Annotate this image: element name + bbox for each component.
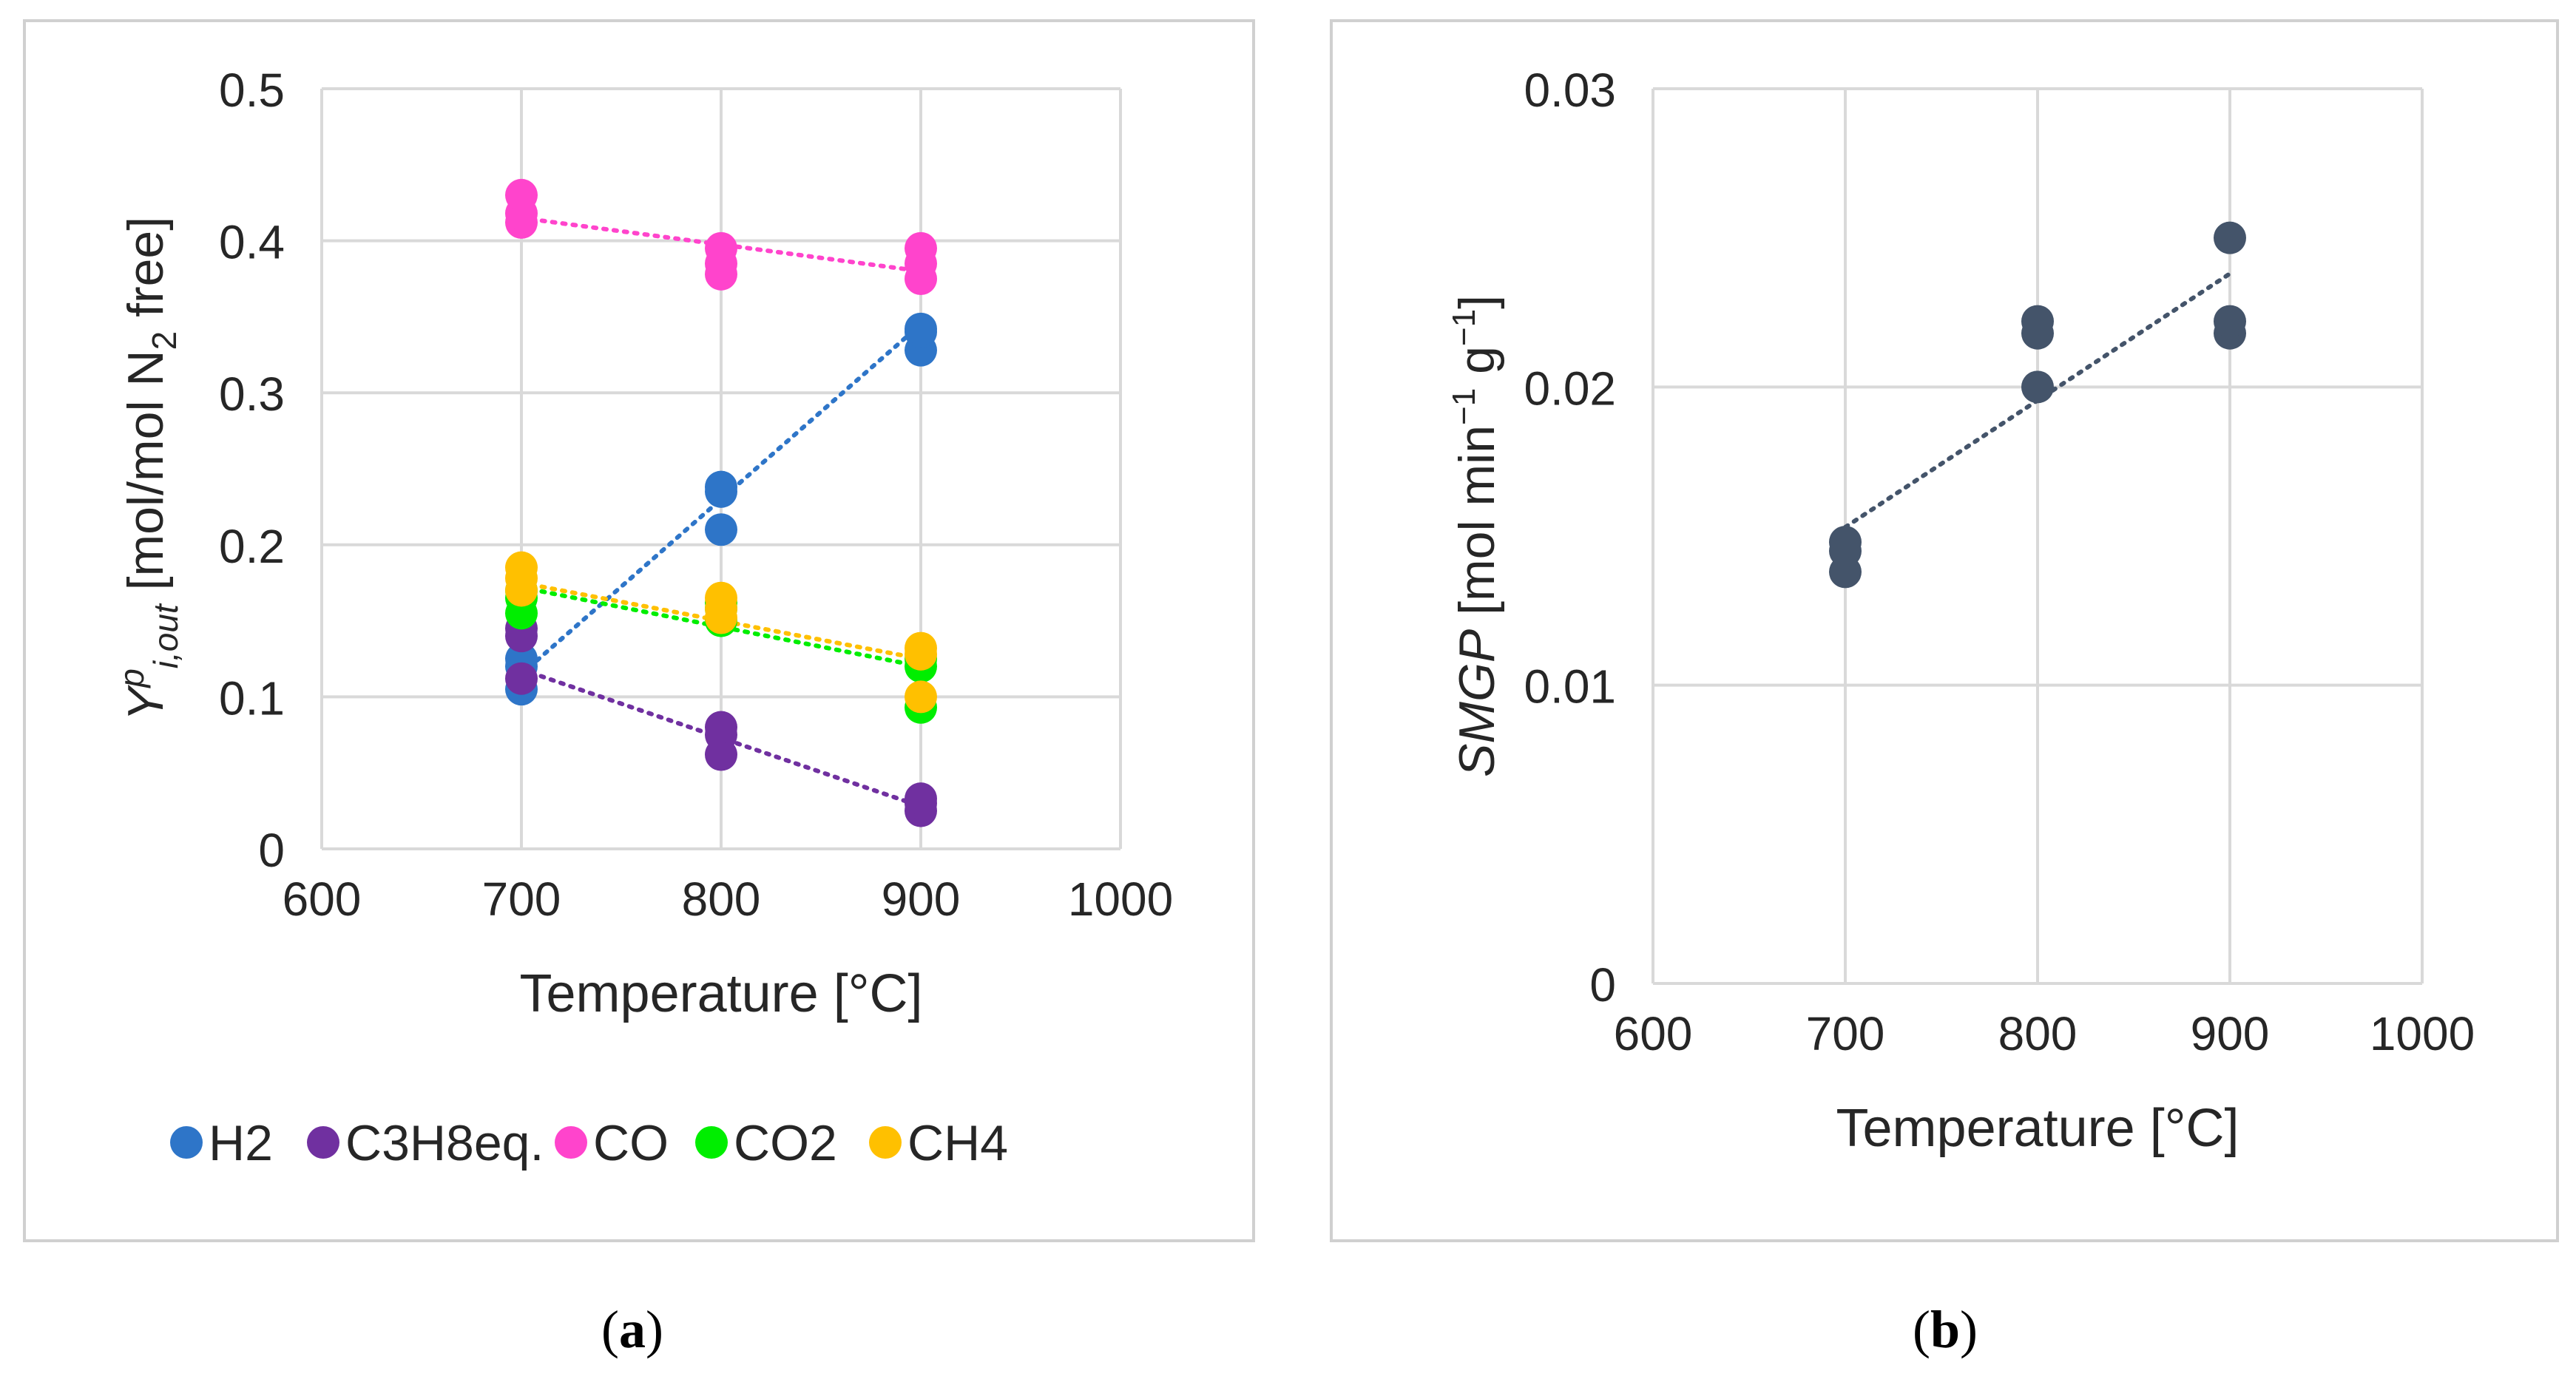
- y-title-rest2: free]: [118, 217, 174, 331]
- panel-label-close: ): [1960, 1300, 1978, 1359]
- legend-label: CO: [593, 1115, 669, 1171]
- x-tick-label: 800: [682, 873, 761, 926]
- panel-label-letter: b: [1930, 1300, 1960, 1359]
- panel-a-frame: [23, 19, 1255, 1242]
- y-tick-label: 0.4: [219, 216, 285, 269]
- x-tick-label: 600: [283, 873, 362, 926]
- data-point-CH4: [905, 680, 937, 714]
- y-axis-title: SMGP [mol min−1 g−1]: [1446, 295, 1505, 777]
- y-tick-label: 0.3: [219, 367, 285, 421]
- legend: H2 C3H8eq. CO CO2 CH4: [170, 1115, 1008, 1171]
- y-tick-label: 0: [258, 824, 285, 877]
- data-point-SMGP: [2214, 221, 2246, 254]
- legend-marker: [869, 1126, 902, 1159]
- data-point-SMGP: [2021, 305, 2054, 338]
- x-axis-title: Temperature [°C]: [1836, 1099, 2239, 1158]
- y-tick-label: 0.03: [1524, 64, 1616, 117]
- data-point-CH4: [705, 581, 737, 614]
- x-tick-label: 600: [1614, 1007, 1693, 1060]
- panel-label: (a): [601, 1300, 663, 1359]
- panel-label: (b): [1913, 1300, 1978, 1359]
- panel-label-open: (: [601, 1300, 619, 1359]
- panel-b-frame: [1330, 19, 2559, 1242]
- data-point-CO: [505, 178, 538, 211]
- x-tick-label: 1000: [1068, 873, 1173, 926]
- legend-item: CO: [555, 1115, 669, 1171]
- y-title-sup: −1: [1446, 388, 1482, 425]
- data-point-SMGP: [2214, 305, 2246, 338]
- y-tick-label: 0.02: [1524, 362, 1616, 415]
- data-point-C3H8eq.: [505, 662, 538, 695]
- y-title-sub: i,out: [146, 603, 185, 668]
- data-point-CO: [705, 231, 737, 265]
- x-tick-label: 900: [882, 873, 961, 926]
- x-tick-label: 700: [1806, 1007, 1885, 1060]
- y-title-main: SMGP: [1449, 629, 1505, 777]
- y-title-part: ]: [1449, 295, 1505, 309]
- y-tick-label: 0.5: [219, 64, 285, 117]
- x-tick-label: 700: [482, 873, 561, 926]
- legend-label: CO2: [734, 1115, 837, 1171]
- data-point-H2: [905, 312, 937, 345]
- y-title-main: Y: [118, 684, 174, 721]
- chart-a: 0 0.1 0.2 0.3 0.4 0.5 600 700 800 900 1000 Temperat…: [112, 64, 1173, 1171]
- legend-marker: [307, 1126, 339, 1159]
- data-point-CH4: [905, 631, 937, 665]
- panel-label-close: ): [646, 1300, 663, 1359]
- x-tick-label: 1000: [2370, 1007, 2475, 1060]
- y-title-sup: −1: [1446, 309, 1482, 346]
- data-point-C3H8eq.: [705, 711, 737, 744]
- data-point-H2: [705, 513, 737, 546]
- y-tick-label: 0.2: [219, 520, 285, 573]
- panel-label-open: (: [1913, 1300, 1930, 1359]
- y-title-rest: [mol/mol N: [118, 350, 174, 604]
- data-point-CH4: [505, 551, 538, 584]
- legend-item: CO2: [695, 1115, 837, 1171]
- y-title-sup: p: [112, 668, 151, 689]
- legend-item: H2: [170, 1115, 273, 1171]
- chart-b: 0 0.01 0.02 0.03 600 700 800 900 1000 Temperature…: [1446, 64, 2475, 1158]
- legend-item: C3H8eq.: [307, 1115, 544, 1171]
- panel-label-letter: a: [619, 1300, 646, 1359]
- y-tick-label: 0.01: [1524, 660, 1616, 714]
- legend-label: CH4: [907, 1115, 1008, 1171]
- y-title-part: g: [1449, 346, 1505, 388]
- data-point-C3H8eq.: [905, 782, 937, 816]
- data-point-SMGP: [2021, 370, 2054, 404]
- legend-marker: [695, 1126, 728, 1159]
- y-tick-label: 0.1: [219, 671, 285, 725]
- y-axis-title: Ypi,out [mol/mol N2 free]: [112, 217, 185, 721]
- legend-marker: [555, 1126, 587, 1159]
- legend-label: H2: [209, 1115, 273, 1171]
- legend-item: CH4: [869, 1115, 1008, 1171]
- x-tick-label: 900: [2191, 1007, 2270, 1060]
- y-title-sub2: 2: [145, 331, 183, 350]
- legend-label: C3H8eq.: [345, 1115, 544, 1171]
- panel-labels: (a) (b): [601, 1300, 1978, 1359]
- data-point-CO: [905, 231, 937, 265]
- data-point-H2: [705, 470, 737, 504]
- data-point-SMGP: [1829, 526, 1862, 559]
- x-tick-label: 800: [1998, 1007, 2078, 1060]
- y-tick-label: 0: [1589, 958, 1616, 1012]
- y-title-part: [mol min: [1449, 425, 1505, 629]
- x-axis-title: Temperature [°C]: [520, 964, 923, 1023]
- legend-marker: [170, 1126, 203, 1159]
